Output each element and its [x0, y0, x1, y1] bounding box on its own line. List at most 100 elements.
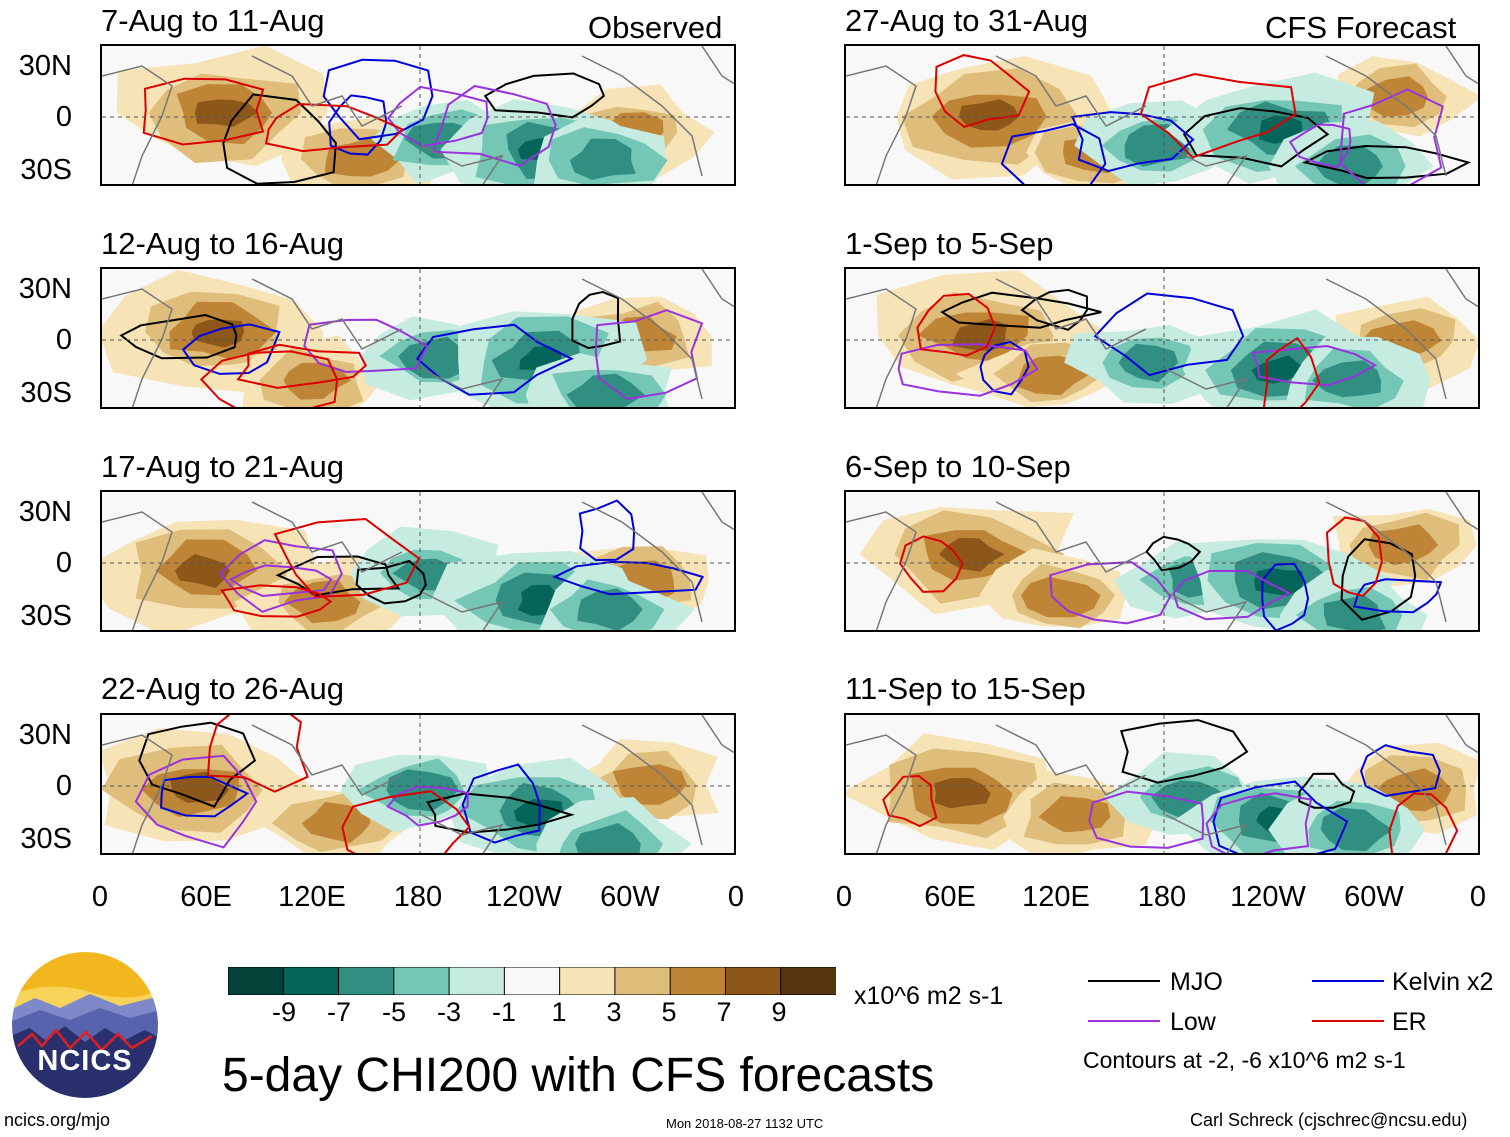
lat-label-30n: 30N [18, 496, 72, 528]
colorbar-label: -5 [381, 997, 407, 1027]
contour-line [1302, 144, 1472, 180]
colorbar-swatch [669, 967, 727, 995]
lat-label-30s: 30S [20, 600, 72, 632]
contour-line [1139, 72, 1297, 159]
contour-note: Contours at -2, -6 x10^6 m2 s-1 [1083, 1047, 1406, 1073]
anomaly-negative-region [1118, 343, 1179, 383]
contour-line [934, 54, 1031, 129]
anomaly-negative-region [1315, 145, 1383, 184]
panel-5-title: 27-Aug to 31-Aug [845, 3, 1089, 38]
coastline [102, 511, 173, 630]
contour-line [386, 785, 469, 827]
contour-line [264, 102, 405, 153]
coastline [581, 55, 703, 177]
coastline [581, 278, 703, 400]
contour-line [898, 535, 964, 593]
contour-line [415, 323, 574, 396]
contour-line [1360, 744, 1441, 797]
contour-line [1288, 123, 1352, 169]
contour-line [1298, 772, 1356, 809]
colorbar-swatch [338, 967, 395, 995]
coastline [251, 724, 403, 796]
legend-lines-left [1088, 980, 1160, 1022]
chart-title: 5-day CHI200 with CFS forecasts [222, 1049, 935, 1102]
contour-line [1205, 792, 1313, 853]
logo-text: NCICS [37, 1045, 133, 1077]
contour-line [1388, 792, 1459, 853]
legend-mjo-label: MJO [1170, 968, 1223, 996]
panel-svg [846, 715, 1478, 853]
lon-label: 120W [486, 881, 562, 913]
coastline [846, 288, 917, 407]
contour-line [897, 343, 1039, 397]
contour-line [979, 340, 1030, 396]
coastline [1445, 715, 1478, 754]
map-panel-2 [100, 267, 736, 409]
contour-line [181, 323, 281, 375]
contour-line [1088, 790, 1205, 849]
contour-line [1212, 780, 1349, 853]
coastline [701, 46, 734, 85]
map-panel-6 [844, 267, 1480, 409]
lon-label: 120W [1230, 881, 1306, 913]
contour-line [431, 84, 557, 167]
contour-line [1340, 538, 1417, 621]
lon-label: 0 [835, 881, 853, 913]
lat-label-30n: 30N [18, 719, 72, 751]
anomaly-negative-region [569, 138, 636, 180]
colorbar-swatch [724, 967, 782, 995]
contour-line [206, 715, 309, 793]
units-label: x10^6 m2 s-1 [854, 982, 1004, 1010]
coastline [1165, 145, 1248, 184]
panel-svg [102, 46, 734, 184]
legend-kelvin-label: Kelvin x2 [1392, 968, 1494, 996]
map-panel-5 [844, 44, 1480, 186]
legend-low-label: Low [1170, 1008, 1216, 1036]
panel-2-title: 12-Aug to 16-Aug [101, 226, 345, 261]
lat-label-30n: 30N [18, 273, 72, 305]
map-panel-1 [100, 44, 736, 186]
colorbar-swatch [780, 967, 836, 995]
colorbar-label: -9 [271, 997, 297, 1027]
coastline [581, 724, 703, 846]
colorbar-swatch [559, 967, 616, 995]
lat-label-0: 0 [55, 324, 72, 356]
panel-8-title: 11-Sep to 15-Sep [845, 671, 1086, 706]
lon-label: 120E [1022, 881, 1090, 913]
panel-3-title: 17-Aug to 21-Aug [101, 449, 345, 484]
observed-label: Observed [588, 10, 723, 45]
colorbar-label: 7 [716, 997, 732, 1027]
anomaly-negative-region [386, 769, 459, 812]
colorbar-label: 3 [606, 997, 622, 1027]
contour-line [303, 318, 429, 374]
contour-line [1120, 719, 1249, 784]
coastline [251, 278, 403, 350]
lat-label-30s: 30S [20, 823, 72, 855]
colorbar-swatch [282, 967, 340, 995]
coastline [1165, 368, 1248, 407]
panel-1-title: 7-Aug to 11-Aug [101, 3, 325, 38]
contour-line [218, 539, 343, 613]
contour-line [1070, 111, 1195, 173]
colorbar-swatch [393, 967, 451, 995]
colorbar-swatch [448, 967, 506, 995]
footer-timestamp: Mon 2018-08-27 1132 UTC [666, 1116, 824, 1131]
colorbar-label: 1 [551, 997, 567, 1027]
coastline [581, 501, 703, 623]
anomaly-positive-region [1368, 524, 1439, 566]
contour-line [138, 721, 257, 808]
lat-label-0: 0 [55, 770, 72, 802]
contour-line [322, 58, 434, 141]
coastline [1325, 501, 1447, 623]
colorbar-swatch [503, 967, 561, 995]
contour-line [1049, 561, 1172, 625]
colorbar-swatch [614, 967, 672, 995]
anomaly-negative-region [577, 588, 643, 630]
lon-label: 60W [600, 881, 660, 913]
ncics-logo: NCICS [10, 950, 160, 1100]
contour-line [228, 564, 333, 598]
contour-line [916, 292, 997, 357]
coastline [421, 814, 504, 853]
lon-label: 60E [180, 881, 232, 913]
anomaly-positive-region [612, 764, 687, 805]
